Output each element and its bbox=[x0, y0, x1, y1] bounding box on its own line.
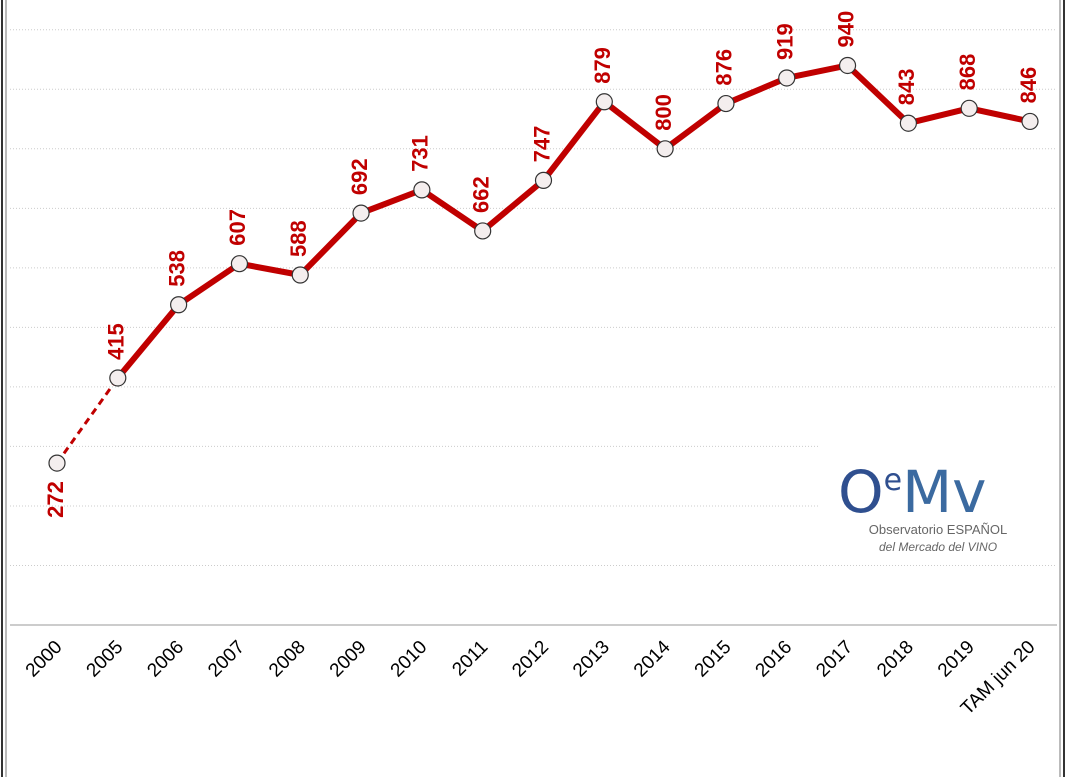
data-label: 415 bbox=[104, 323, 129, 360]
marker bbox=[170, 296, 188, 314]
marker bbox=[109, 369, 127, 387]
marker bbox=[230, 255, 249, 273]
data-label: 731 bbox=[408, 135, 433, 172]
data-label: 800 bbox=[651, 94, 676, 131]
data-label: 846 bbox=[1016, 67, 1041, 104]
marker bbox=[656, 140, 674, 158]
marker bbox=[960, 99, 978, 117]
data-label: 876 bbox=[712, 49, 737, 86]
marker bbox=[778, 69, 796, 87]
data-label: 843 bbox=[894, 68, 919, 105]
marker bbox=[413, 181, 431, 199]
marker bbox=[474, 222, 492, 240]
dashed-segment bbox=[55, 377, 120, 464]
marker bbox=[1021, 112, 1039, 131]
logo-box bbox=[818, 440, 1058, 565]
data-label: 919 bbox=[773, 23, 798, 60]
logo: OeMv Observatorio ESPAÑOL del Mercado de… bbox=[818, 440, 1058, 565]
logo-mark: OeMv bbox=[838, 458, 987, 526]
marker bbox=[838, 56, 857, 75]
marker bbox=[534, 171, 553, 189]
logo-line: del Mercado del VINO bbox=[879, 540, 997, 554]
data-label: 940 bbox=[833, 11, 858, 48]
marker bbox=[291, 266, 309, 284]
data-label: 662 bbox=[469, 176, 494, 213]
data-label: 538 bbox=[164, 250, 189, 287]
data-label: 607 bbox=[225, 209, 250, 246]
data-label: 868 bbox=[955, 54, 980, 91]
marker bbox=[48, 454, 66, 472]
data-label: 879 bbox=[590, 47, 615, 84]
line bbox=[115, 62, 1031, 380]
logo-e: e bbox=[884, 463, 902, 498]
logo-line: Observatorio ESPAÑOL bbox=[869, 522, 1007, 537]
marker bbox=[899, 114, 917, 132]
data-label: 272 bbox=[43, 481, 68, 518]
data-label: 588 bbox=[286, 220, 311, 257]
logo-mv: Mv bbox=[902, 458, 986, 526]
marker bbox=[595, 93, 613, 111]
marker bbox=[352, 204, 370, 222]
data-label: 692 bbox=[347, 158, 372, 195]
marker bbox=[717, 94, 735, 113]
logo-o: O bbox=[838, 458, 884, 526]
data-label: 747 bbox=[529, 126, 554, 163]
